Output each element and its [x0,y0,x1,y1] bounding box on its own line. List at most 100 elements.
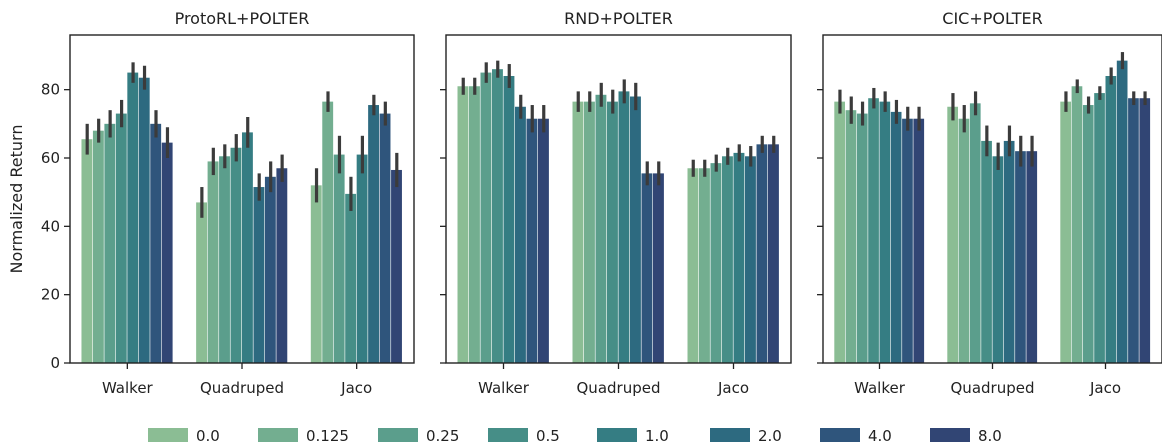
y-tick-label: 20 [41,286,60,304]
bar-jaco-2.0 [368,105,379,363]
bar-quadruped-2.0 [1003,140,1015,363]
bars [81,62,402,364]
legend-swatch [820,428,860,442]
x-tick-label: Quadruped [577,379,661,397]
bar-walker-2.0 [515,106,526,363]
legend-label: 0.5 [536,427,560,444]
bar-walker-1.0 [503,76,515,363]
bar-quadruped-0.25 [969,103,981,363]
bar-quadruped-4.0 [1015,151,1026,363]
legend-label: 8.0 [978,427,1002,444]
bar-jaco-0.5 [1094,93,1105,363]
bar-jaco-0.5 [345,193,357,364]
bar-jaco-0.0 [687,168,699,363]
bar-quadruped-0.5 [607,101,618,364]
legend-item-4.0: 4.0 [820,427,892,444]
bar-walker-4.0 [902,118,913,364]
bar-walker-0.125 [845,110,857,363]
x-tick-label: Quadruped [200,379,284,397]
bar-jaco-2.0 [1116,60,1128,364]
bar-walker-0.5 [492,69,503,364]
bar-quadruped-0.125 [584,101,595,364]
x-tick-label: Walker [102,379,154,397]
y-tick-label: 40 [41,217,60,235]
legend-item-0.5: 0.5 [488,427,560,444]
x-axis: Walker Quadruped Jaco [478,363,749,397]
legend-label: 4.0 [868,427,892,444]
bar-jaco-0.25 [710,163,722,364]
bar-jaco-0.125 [322,101,334,364]
y-tick-label: 0 [50,354,60,372]
bar-walker-0.0 [834,101,845,364]
bar-jaco-1.0 [356,154,368,363]
legend-item-2.0: 2.0 [710,427,782,444]
legend-item-0.0: 0.0 [148,427,220,444]
x-tick-label: Walker [478,379,530,397]
bar-quadruped-8.0 [1026,151,1038,363]
bar-quadruped-8.0 [276,168,288,363]
y-axis-label: Normalized Return [7,125,26,274]
legend-swatch [148,428,188,442]
chart-title: CIC+POLTER [942,9,1042,28]
bar-walker-0.5 [115,113,127,363]
legend-item-1.0: 1.0 [597,427,669,444]
x-axis: Walker Quadruped Jaco [102,363,372,397]
bar-jaco-0.25 [333,154,345,363]
chart-panel-1: 0 20 40 60 80 Walker Quadruped Jaco ProtoRL+POLT… [7,9,415,397]
x-tick-label: Jaco [340,379,372,397]
bar-walker-0.125 [469,86,480,363]
bar-walker-0.0 [457,86,469,363]
bars [834,52,1151,364]
bar-jaco-0.5 [722,156,733,363]
bar-walker-1.0 [879,101,891,364]
legend-label: 0.0 [196,427,220,444]
bar-quadruped-0.25 [219,156,230,363]
bar-jaco-8.0 [1139,98,1151,364]
bar-walker-8.0 [913,118,925,364]
y-tick-label: 60 [41,149,60,167]
bar-walker-0.5 [868,98,879,364]
legend: 0.0 0.125 0.25 0.5 1.0 2.0 4.0 8.0 [148,427,1002,444]
bar-quadruped-0.0 [196,202,207,363]
x-tick-label: Quadruped [951,379,1035,397]
bar-jaco-4.0 [756,144,768,363]
chart-panels: 0 20 40 60 80 Walker Quadruped Jaco ProtoRL+POLT… [7,9,1162,397]
bar-walker-8.0 [538,118,549,364]
x-tick-label: Jaco [1089,379,1121,397]
bar-quadruped-0.0 [947,106,958,363]
x-tick-label: Jaco [717,379,749,397]
bar-walker-0.25 [856,113,868,363]
bar-quadruped-2.0 [253,187,265,363]
bar-walker-8.0 [161,142,173,364]
bar-walker-4.0 [526,118,538,364]
bar-jaco-8.0 [391,169,402,363]
bar-jaco-0.0 [310,185,322,363]
x-tick-label: Walker [854,379,906,397]
bar-quadruped-4.0 [641,173,653,364]
y-axis: 0 20 40 60 80 [41,81,70,372]
bar-jaco-1.0 [1105,76,1117,363]
bar-quadruped-0.125 [207,161,219,363]
legend-swatch [488,428,528,442]
legend-label: 0.125 [306,427,349,444]
bar-walker-2.0 [890,111,902,364]
legend-swatch [378,428,418,442]
y-axis [440,89,446,364]
y-axis [817,89,823,364]
bar-jaco-0.0 [1060,101,1071,364]
bar-jaco-4.0 [1128,98,1139,364]
legend-item-0.125: 0.125 [258,427,349,444]
legend-swatch [930,428,970,442]
y-tick-label: 80 [41,81,60,99]
chart-title: RND+POLTER [564,9,673,28]
chart-title: ProtoRL+POLTER [175,9,310,28]
bar-quadruped-2.0 [630,96,641,363]
bar-walker-0.25 [104,123,116,363]
bar-walker-4.0 [150,123,162,363]
bar-quadruped-0.125 [958,118,970,364]
legend-item-8.0: 8.0 [930,427,1002,444]
bar-walker-0.125 [92,130,104,363]
legend-item-0.25: 0.25 [378,427,459,444]
legend-swatch [597,428,637,442]
